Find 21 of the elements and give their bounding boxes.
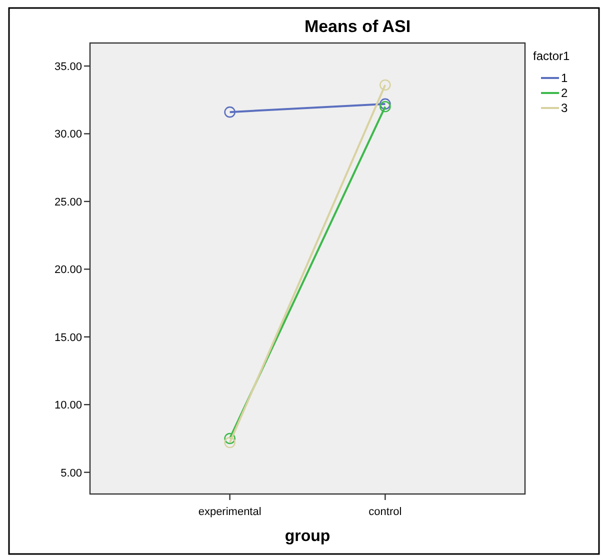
point <box>224 106 236 118</box>
legend-title: factor1 <box>533 49 570 63</box>
point <box>380 79 391 91</box>
x-tick-label: experimental <box>198 506 262 518</box>
y-tick-label: 5.00 <box>60 467 82 480</box>
y-tick-label: 25.00 <box>54 196 82 208</box>
point <box>224 436 236 448</box>
y-tick-label: 35.00 <box>54 61 82 74</box>
legend-label: 2 <box>561 86 568 100</box>
y-tick-label: 20.00 <box>54 264 82 276</box>
x-tick-label: control <box>368 506 402 518</box>
y-tick-label: 30.00 <box>54 128 82 141</box>
y-tick-label: 15.00 <box>54 332 82 344</box>
chart-title: Means of ASI <box>304 17 411 36</box>
legend-label: 3 <box>561 101 568 115</box>
point <box>380 101 391 112</box>
x-axis-title: group <box>284 528 330 545</box>
y-tick-label: 10.00 <box>54 400 82 412</box>
point <box>224 432 236 444</box>
legend-label: 1 <box>561 71 568 85</box>
point <box>380 98 391 110</box>
